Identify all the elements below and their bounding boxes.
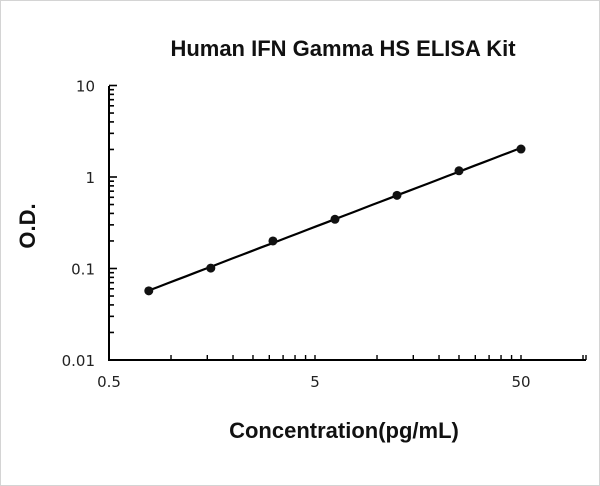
axes [108, 86, 586, 361]
tick-labels: 10 1 0.1 0.010.5 5 50 [62, 78, 531, 392]
y-tick-label: 1 [85, 169, 95, 187]
data-point [144, 286, 154, 296]
y-axis-title: O.D. [15, 203, 40, 248]
y-tick-label: 10 [76, 78, 95, 96]
x-axis-title: Concentration(pg/mL) [229, 418, 459, 443]
data-point [516, 144, 526, 154]
y-tick-label: 0.01 [62, 352, 95, 370]
x-tick-label: 5 [310, 373, 320, 391]
x-tick-label: 0.5 [97, 373, 121, 391]
data-point [330, 214, 340, 224]
data-point [268, 236, 278, 246]
y-tick-label: 0.1 [71, 261, 95, 279]
data-points [144, 144, 526, 296]
tick-marks [109, 84, 587, 361]
data-point [392, 190, 402, 200]
data-point [206, 263, 216, 273]
data-point [454, 166, 464, 176]
x-tick-label: 50 [511, 373, 530, 391]
chart-title: Human IFN Gamma HS ELISA Kit [170, 36, 516, 61]
